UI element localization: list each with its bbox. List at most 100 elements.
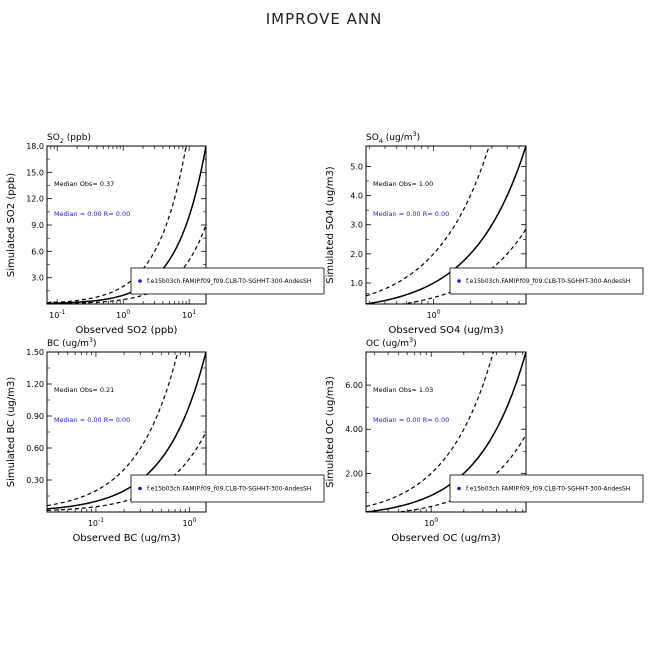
y-tick-label: 1.50 <box>26 348 44 357</box>
y-tick-label: 5.0 <box>350 162 363 171</box>
one-to-two-line <box>47 431 206 511</box>
y-axis-label: Simulated SO2 (ppb) <box>6 173 17 277</box>
x-axis-label: Observed SO4 (ug/m3) <box>388 325 503 336</box>
legend: f.e15b03ch.FAMIP.f09_f09.CLB-T0-SGHHT-30… <box>449 474 644 503</box>
y-tick-label: 2.0 <box>350 250 363 259</box>
legend-marker <box>138 279 142 283</box>
y-tick-label: 4.00 <box>345 425 363 434</box>
median-sim-text: Median = 0.00 R= 0.00 <box>373 416 449 424</box>
legend-label: f.e15b03ch.FAMIP.f09_f09.CLB-T0-SGHHT-30… <box>147 278 311 285</box>
y-tick-label: 3.0 <box>350 221 363 230</box>
panel-title: OC (ug/m3) <box>366 336 417 349</box>
y-tick-label: 3.0 <box>31 274 44 283</box>
x-tick-exponent: 0 <box>434 517 438 524</box>
panel-title: BC (ug/m3) <box>47 336 97 349</box>
median-obs-text: Median Obs= 0.37 <box>54 180 114 188</box>
x-tick-label: 100 <box>183 517 197 528</box>
legend: f.e15b03ch.FAMIP.f09_f09.CLB-T0-SGHHT-30… <box>130 474 325 503</box>
median-obs-text: Median Obs= 0.21 <box>54 386 114 394</box>
panel-title-part: 2 <box>60 137 64 145</box>
panel-title-part: 3 <box>409 336 413 344</box>
y-tick-label: 18.0 <box>26 142 44 151</box>
one-to-one-line <box>366 352 526 512</box>
y-tick-label: 9.0 <box>31 221 44 230</box>
legend-label: f.e15b03ch.FAMIP.f09_f09.CLB-T0-SGHHT-30… <box>466 278 630 285</box>
x-tick-exponent: 0 <box>193 517 197 524</box>
y-tick-label: 15.0 <box>26 168 44 177</box>
y-tick-label: 2.00 <box>345 469 363 478</box>
panel-title-part: SO <box>366 133 379 143</box>
panel-title-part: SO <box>47 133 60 143</box>
y-axis-label: Simulated BC (ug/m3) <box>6 377 17 488</box>
y-tick-label: 0.30 <box>26 476 44 485</box>
x-tick-label: 100 <box>116 309 130 320</box>
median-obs-text: Median Obs= 1.03 <box>373 386 433 394</box>
x-tick-base: 10 <box>116 311 126 320</box>
legend-box <box>449 474 644 503</box>
y-axis-label: Simulated OC (ug/m3) <box>325 376 336 488</box>
x-tick-label: 100 <box>424 517 438 528</box>
panel-title-part: ) <box>93 339 97 349</box>
panel-title-part: 3 <box>413 130 417 138</box>
panel-title-part: ) <box>413 339 417 349</box>
panel-title-part: ) <box>417 133 421 143</box>
legend-marker <box>138 486 142 491</box>
one-to-one-line <box>47 146 206 304</box>
x-tick-base: 10 <box>424 519 434 528</box>
x-tick-label: 10-1 <box>49 309 65 320</box>
panel-title: SO2 (ppb) <box>47 133 91 145</box>
median-sim-text: Median = 0.00 R= 0.00 <box>54 416 130 424</box>
y-tick-label: 0.90 <box>26 412 44 421</box>
y-tick-label: 12.0 <box>26 195 44 204</box>
median-sim-text: Median = 0.00 R= 0.00 <box>54 210 130 218</box>
two-to-one-line <box>47 146 187 304</box>
panel-title-part: 4 <box>379 137 383 145</box>
legend-box <box>130 267 325 295</box>
y-axis-label: Simulated SO4 (ug/m3) <box>325 166 336 284</box>
figure-title: IMPROVE ANN <box>266 10 383 28</box>
x-axis-label: Observed OC (ug/m3) <box>391 533 500 544</box>
legend-box <box>449 267 644 295</box>
x-tick-label: 100 <box>427 309 441 320</box>
legend-box <box>130 474 325 503</box>
median-sim-text: Median = 0.00 R= 0.00 <box>373 210 449 218</box>
x-tick-base: 10 <box>183 519 193 528</box>
x-tick-label: 101 <box>182 309 196 320</box>
x-tick-base: 10 <box>182 311 192 320</box>
y-tick-label: 1.0 <box>350 279 363 288</box>
y-tick-label: 0.60 <box>26 444 44 453</box>
x-tick-base: 10 <box>88 519 98 528</box>
panel-title-part: OC (ug/m <box>366 339 409 349</box>
legend-label: f.e15b03ch.FAMIP.f09_f09.CLB-T0-SGHHT-30… <box>466 486 630 493</box>
x-tick-exponent: 0 <box>437 309 441 316</box>
x-tick-exponent: 1 <box>192 309 196 316</box>
panel-title-part: BC (ug/m <box>47 339 89 349</box>
x-tick-base: 10 <box>49 311 59 320</box>
x-axis-label: Observed BC (ug/m3) <box>72 533 180 544</box>
panel-title-part: (ppb) <box>64 133 91 143</box>
y-tick-label: 1.20 <box>26 380 44 389</box>
chart-panel: 1.0 2.0 3.0 4.0 5.0 100 SO4 (ug/m3) Observed SO… <box>325 130 644 336</box>
one-to-two-line <box>393 434 526 512</box>
x-tick-exponent: -1 <box>98 517 104 524</box>
panel-title: SO4 (ug/m3) <box>366 130 420 145</box>
y-tick-label: 4.0 <box>350 192 363 201</box>
x-axis-label: Observed SO2 (ppb) <box>76 325 178 336</box>
median-obs-text: Median Obs= 1.00 <box>373 180 433 188</box>
y-tick-label: 6.0 <box>31 247 44 256</box>
chart-panel: 2.00 4.00 6.00 100 OC (ug/m3) Observed OC (ug… <box>325 336 644 544</box>
legend-marker <box>457 279 461 283</box>
legend: f.e15b03ch.FAMIP.f09_f09.CLB-T0-SGHHT-30… <box>130 267 325 295</box>
panel-title-part: (ug/m <box>383 133 413 143</box>
plot-frame <box>365 351 527 513</box>
panel-title-part: 3 <box>89 336 93 344</box>
x-tick-label: 10-1 <box>88 517 104 528</box>
one-to-one-line <box>366 146 526 304</box>
legend-marker <box>457 486 461 491</box>
legend: f.e15b03ch.FAMIP.f09_f09.CLB-T0-SGHHT-30… <box>449 267 644 295</box>
one-to-one-line <box>47 352 206 510</box>
